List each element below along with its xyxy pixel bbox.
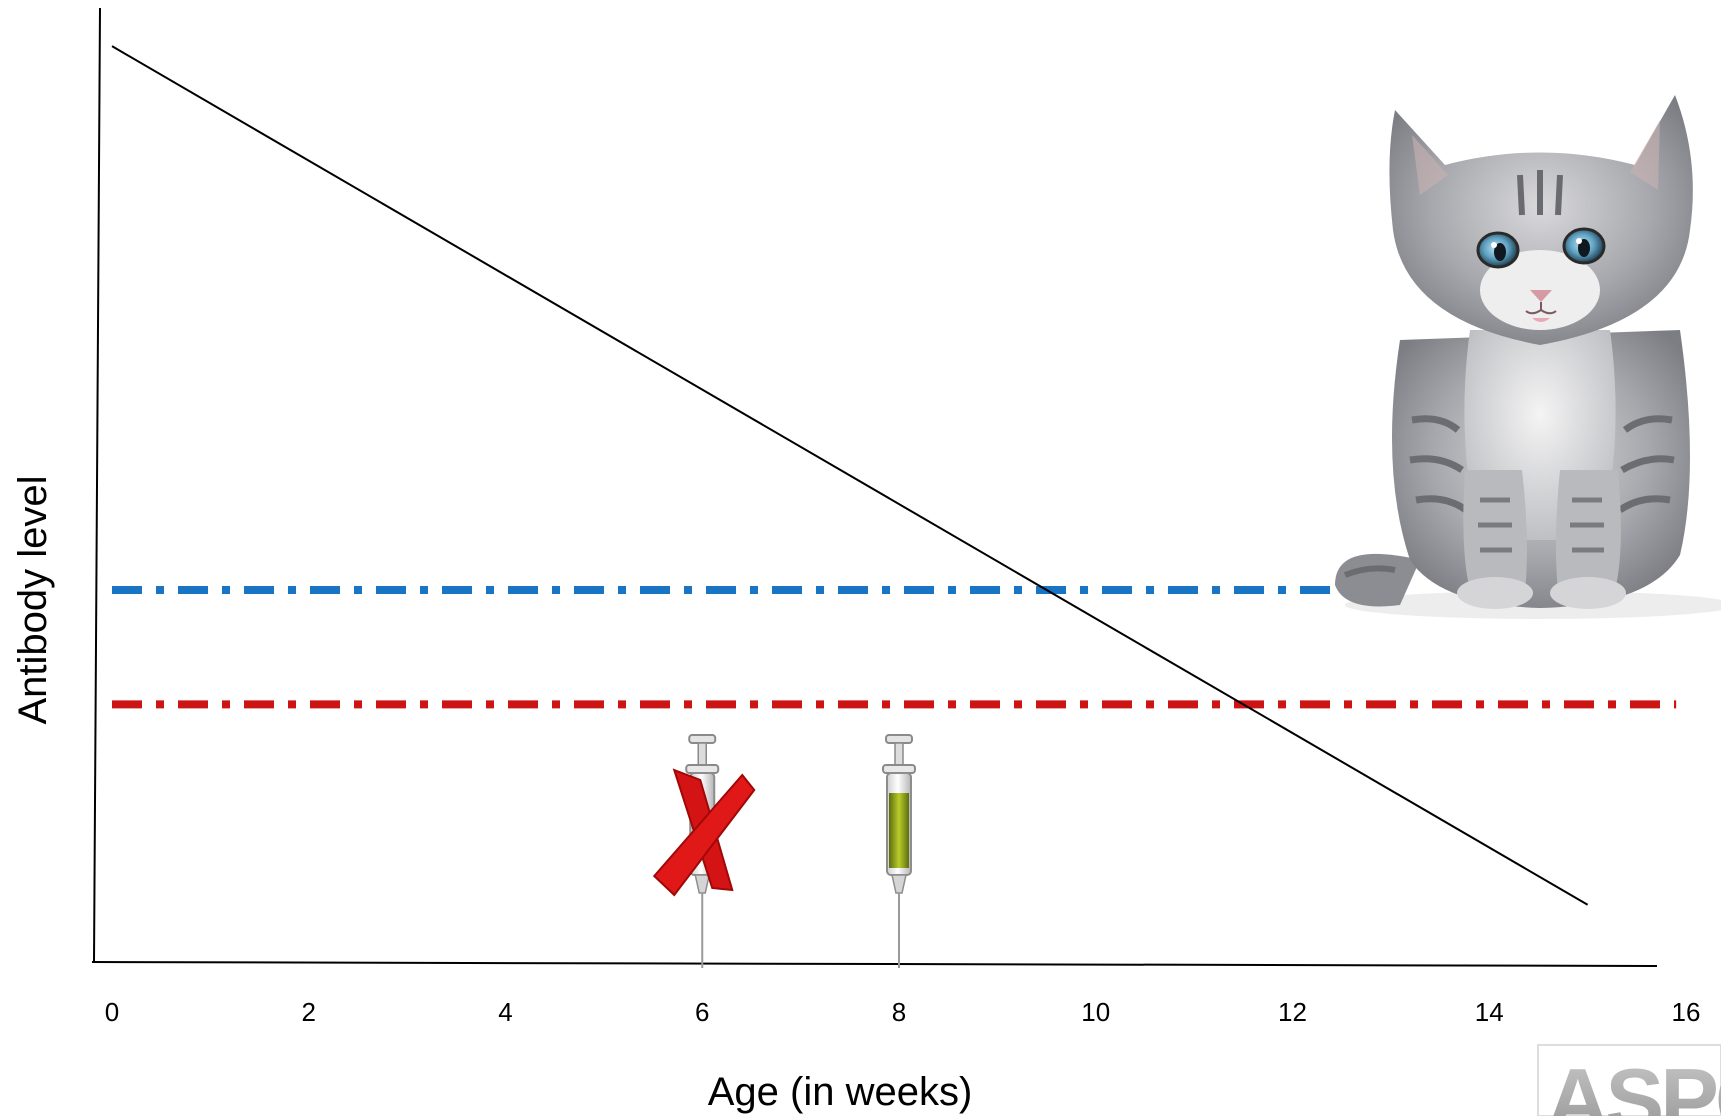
y-axis-title: Antibody level — [11, 475, 55, 724]
y-axis — [93, 7, 101, 963]
x-axis-title: Age (in weeks) — [708, 1070, 973, 1114]
x-tick-label: 10 — [1081, 997, 1110, 1027]
cross-mark-icon — [652, 768, 756, 897]
x-axis — [91, 961, 1658, 967]
x-tick-label: 4 — [498, 997, 512, 1027]
x-tick-label: 8 — [892, 997, 906, 1027]
x-tick-label: 14 — [1475, 997, 1504, 1027]
logo-text: ASPC — [1546, 1050, 1721, 1116]
kitten-image — [1335, 95, 1721, 619]
x-tick-label: 2 — [302, 997, 316, 1027]
x-tick-label: 16 — [1672, 997, 1701, 1027]
x-tick-label: 0 — [105, 997, 119, 1027]
antibody-decline-line — [111, 45, 1589, 906]
syringe-icon — [882, 734, 916, 968]
x-tick-label: 12 — [1278, 997, 1307, 1027]
x-tick-label: 6 — [695, 997, 709, 1027]
aspca-logo: ASPC — [1537, 1044, 1721, 1116]
